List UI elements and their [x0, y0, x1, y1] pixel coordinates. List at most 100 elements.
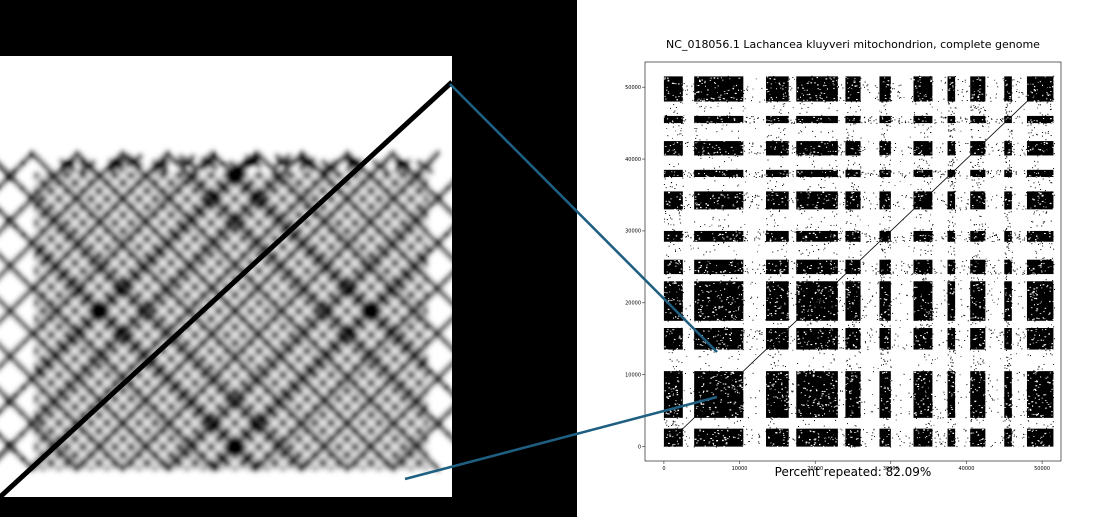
dot [796, 379, 798, 381]
gap-speck [736, 208, 739, 210]
gap-speck [811, 172, 813, 174]
gap-speck [815, 415, 817, 418]
gap-speck [847, 434, 850, 435]
dot [832, 431, 834, 432]
gap-speck [1030, 121, 1033, 123]
gap-speck [675, 262, 677, 264]
dense-block-fill [1004, 371, 1012, 418]
gap-speck [716, 314, 718, 316]
gap-speck [845, 384, 847, 385]
gap-speck [853, 237, 856, 239]
gap-speck [673, 241, 676, 243]
gap-speck [767, 339, 769, 341]
gap-speck [730, 304, 732, 305]
gap-speck [1028, 231, 1031, 233]
gap-speck [774, 305, 777, 307]
gap-speck [676, 99, 678, 101]
gap-speck [737, 307, 740, 309]
gap-speck [918, 388, 920, 390]
gap-speck [829, 77, 831, 79]
gap-speck [1050, 390, 1052, 392]
gap-speck [733, 119, 736, 121]
gap-speck [819, 263, 822, 265]
gap-speck [737, 287, 739, 289]
gap-speck [721, 339, 723, 341]
dense-block-fill [1026, 230, 1054, 242]
dot [913, 393, 914, 395]
gap-speck [810, 330, 812, 332]
gap-speck [787, 295, 789, 297]
dot [682, 185, 684, 187]
gap-speck [727, 197, 730, 199]
gap-speck [1027, 415, 1030, 418]
gap-speck [1029, 408, 1032, 410]
gap-speck [983, 318, 985, 320]
gap-speck [921, 235, 923, 237]
gap-speck [850, 446, 853, 448]
gap-speck [855, 172, 858, 174]
gap-speck [820, 194, 822, 195]
gap-speck [1037, 440, 1040, 441]
dot [766, 345, 768, 347]
dot [866, 432, 868, 433]
gap-speck [1032, 290, 1035, 292]
gap-speck [733, 389, 736, 390]
dot [1047, 444, 1049, 446]
dot [869, 380, 871, 381]
gap-speck [800, 204, 802, 207]
dense-block [947, 230, 957, 242]
gap-speck [738, 345, 740, 346]
gap-speck [827, 404, 830, 406]
dot [669, 163, 671, 165]
gap-speck [1006, 101, 1008, 103]
gap-speck [802, 417, 803, 419]
gap-speck [819, 376, 822, 378]
dot [1048, 343, 1050, 345]
gap-speck [740, 338, 743, 340]
gap-speck [1046, 319, 1048, 322]
gap-speck [732, 283, 735, 284]
gap-speck [672, 144, 675, 145]
gap-speck [778, 429, 781, 431]
gap-speck [771, 98, 773, 100]
dot [769, 427, 771, 429]
gap-speck [768, 409, 770, 412]
dot [734, 152, 736, 154]
dot [890, 446, 892, 448]
gap-speck [676, 348, 678, 349]
gap-speck [766, 269, 768, 271]
dot [844, 417, 846, 419]
dot [689, 410, 691, 412]
gap-speck [770, 405, 772, 407]
gap-speck [916, 268, 918, 269]
dot [703, 341, 705, 342]
gap-speck [676, 377, 679, 378]
gap-speck [889, 209, 891, 211]
dot [1001, 341, 1003, 343]
dot [967, 330, 969, 332]
gap-speck [835, 240, 837, 241]
dot [678, 273, 680, 274]
dot [786, 384, 788, 386]
dot [668, 399, 670, 400]
gap-speck [828, 340, 831, 342]
gap-speck [707, 291, 709, 293]
gap-speck [812, 386, 814, 387]
gap-speck [723, 98, 725, 100]
dot [805, 121, 807, 123]
gap-speck [807, 266, 809, 268]
dot [958, 339, 960, 341]
dense-block [796, 115, 838, 125]
gap-speck [887, 341, 889, 343]
gap-speck [834, 400, 837, 402]
dot [666, 154, 668, 156]
gap-speck [1035, 341, 1038, 343]
dot [891, 346, 893, 348]
gap-speck [805, 375, 807, 377]
dense-block [1004, 141, 1012, 156]
dot [785, 91, 787, 93]
dot [773, 234, 775, 236]
gap-speck [768, 331, 771, 333]
dot [867, 332, 868, 334]
